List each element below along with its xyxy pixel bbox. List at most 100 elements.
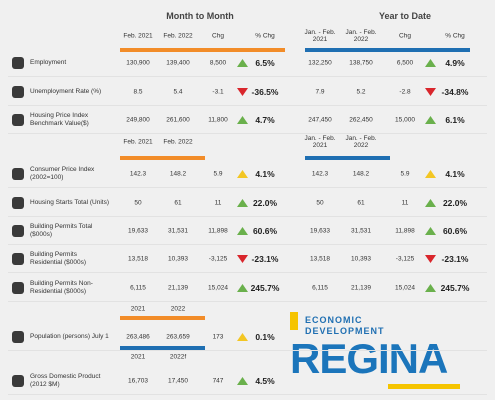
trend-arrow bbox=[236, 255, 248, 263]
column-header: 2022f bbox=[169, 353, 187, 361]
pct-change: 60.6% bbox=[252, 226, 278, 236]
trend-arrow bbox=[424, 284, 436, 292]
row-separator bbox=[8, 216, 487, 217]
arrow-shape bbox=[236, 59, 248, 67]
row-separator bbox=[8, 244, 487, 245]
arrow-shape bbox=[236, 284, 248, 292]
trend-arrow bbox=[424, 116, 436, 124]
value: 11,800 bbox=[208, 116, 228, 124]
value: 5.9 bbox=[213, 170, 223, 178]
value: 261,600 bbox=[166, 116, 190, 124]
arrow-shape bbox=[236, 199, 248, 207]
row-icon bbox=[12, 375, 24, 387]
row-separator bbox=[8, 350, 487, 351]
row-label: Housing Starts Total (Units) bbox=[30, 199, 109, 207]
pct-change: 245.7% bbox=[250, 283, 280, 293]
ytd-header: Year to Date bbox=[378, 11, 432, 21]
row-separator bbox=[8, 133, 487, 134]
value: 7.9 bbox=[315, 88, 325, 96]
pct-change: 60.6% bbox=[442, 226, 468, 236]
arrow-shape bbox=[424, 255, 436, 263]
value: 31,531 bbox=[168, 227, 188, 235]
trend-arrow bbox=[236, 199, 248, 207]
pct-change: 4.9% bbox=[445, 58, 465, 68]
arrow-shape bbox=[424, 284, 436, 292]
pct-change: 22.0% bbox=[252, 198, 278, 208]
value: 132,250 bbox=[308, 59, 332, 67]
row-label: Consumer Price Index (2002=100) bbox=[30, 166, 95, 181]
value: 138,750 bbox=[349, 59, 373, 67]
logo-line1: ECONOMIC bbox=[305, 315, 363, 325]
column-header: Jan. - Feb. 2022 bbox=[345, 29, 377, 43]
row-icon bbox=[12, 197, 24, 209]
row-icon bbox=[12, 225, 24, 237]
column-header: Chg bbox=[399, 32, 411, 40]
value: 17,450 bbox=[168, 377, 188, 385]
row-label: Building Permits Total ($000s) bbox=[30, 223, 93, 238]
trend-arrow bbox=[236, 88, 248, 96]
trend-arrow bbox=[236, 333, 248, 341]
section-bar bbox=[305, 156, 390, 160]
value: 5.2 bbox=[356, 88, 366, 96]
row-separator bbox=[8, 105, 487, 106]
trend-arrow bbox=[424, 88, 436, 96]
row-icon bbox=[12, 331, 24, 343]
section-bar bbox=[120, 316, 205, 320]
row-label: Population (persons) July 1 bbox=[30, 333, 109, 341]
value: 10,393 bbox=[351, 255, 371, 263]
value: 148.2 bbox=[352, 170, 370, 178]
value: 148.2 bbox=[169, 170, 187, 178]
arrow-shape bbox=[236, 377, 248, 385]
value: 6,115 bbox=[312, 284, 328, 292]
value: 139,400 bbox=[166, 59, 190, 67]
row-label: Gross Domestic Product (2012 $M) bbox=[30, 373, 101, 388]
arrow-shape bbox=[424, 116, 436, 124]
pct-change: -23.1% bbox=[251, 254, 279, 264]
pct-change: 4.5% bbox=[255, 376, 275, 386]
value: 11 bbox=[214, 199, 222, 207]
value: 31,531 bbox=[351, 227, 371, 235]
row-separator bbox=[8, 76, 487, 77]
pct-change: 0.1% bbox=[255, 332, 275, 342]
value: 142.3 bbox=[311, 170, 329, 178]
column-header: Feb. 2022 bbox=[163, 138, 193, 146]
value: 747 bbox=[212, 377, 224, 385]
column-header: % Chg bbox=[255, 32, 275, 40]
arrow-shape bbox=[424, 227, 436, 235]
value: -3,125 bbox=[395, 255, 415, 263]
arrow-shape bbox=[236, 116, 248, 124]
section-bar bbox=[120, 346, 205, 350]
arrow-shape bbox=[424, 170, 436, 178]
pct-change: -23.1% bbox=[441, 254, 469, 264]
value: 130,900 bbox=[126, 59, 150, 67]
column-header: Feb. 2022 bbox=[163, 32, 193, 40]
month-header: Month to Month bbox=[166, 11, 234, 21]
value: 19,633 bbox=[310, 227, 330, 235]
column-header: Jan. - Feb. 2021 bbox=[304, 29, 336, 43]
row-separator bbox=[8, 394, 487, 395]
value: 19,633 bbox=[128, 227, 148, 235]
value: 50 bbox=[134, 199, 142, 207]
arrow-shape bbox=[424, 199, 436, 207]
value: 15,024 bbox=[395, 284, 415, 292]
row-separator bbox=[8, 301, 487, 302]
trend-arrow bbox=[236, 116, 248, 124]
value: 8.5 bbox=[133, 88, 143, 96]
value: 247,450 bbox=[308, 116, 332, 124]
pct-change: 245.7% bbox=[440, 283, 470, 293]
trend-arrow bbox=[236, 377, 248, 385]
value: 6,500 bbox=[396, 59, 414, 67]
row-icon bbox=[12, 114, 24, 126]
arrow-shape bbox=[424, 59, 436, 67]
column-header: Feb. 2021 bbox=[123, 32, 153, 40]
value: -2.8 bbox=[399, 88, 411, 96]
arrow-shape bbox=[236, 333, 248, 341]
arrow-shape bbox=[236, 88, 248, 96]
value: 5.4 bbox=[173, 88, 183, 96]
trend-arrow bbox=[236, 227, 248, 235]
value: 13,518 bbox=[310, 255, 330, 263]
pct-change: 6.5% bbox=[255, 58, 275, 68]
value: 15,024 bbox=[208, 284, 228, 292]
trend-arrow bbox=[424, 199, 436, 207]
